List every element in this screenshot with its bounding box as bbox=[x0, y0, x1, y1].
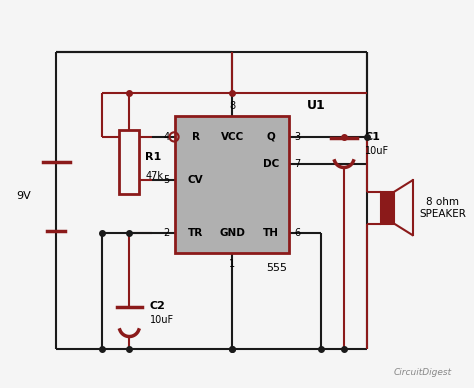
Text: Q: Q bbox=[266, 132, 275, 142]
Text: GND: GND bbox=[219, 228, 245, 238]
Text: C2: C2 bbox=[150, 301, 166, 311]
Text: 1: 1 bbox=[229, 259, 235, 269]
Text: 10uF: 10uF bbox=[150, 315, 174, 325]
Text: 4: 4 bbox=[164, 132, 170, 142]
Text: R: R bbox=[191, 132, 200, 142]
Text: 2: 2 bbox=[163, 228, 170, 238]
Text: 7: 7 bbox=[295, 159, 301, 169]
FancyBboxPatch shape bbox=[119, 130, 139, 194]
Text: 47k: 47k bbox=[146, 171, 163, 181]
Text: C1: C1 bbox=[365, 132, 381, 142]
FancyBboxPatch shape bbox=[381, 192, 394, 224]
Text: 5: 5 bbox=[163, 175, 170, 185]
Text: R1: R1 bbox=[146, 152, 162, 163]
FancyBboxPatch shape bbox=[175, 116, 289, 253]
Text: TH: TH bbox=[263, 228, 279, 238]
Text: 10uF: 10uF bbox=[365, 146, 389, 156]
Text: 8 ohm
SPEAKER: 8 ohm SPEAKER bbox=[419, 197, 466, 218]
Text: 555: 555 bbox=[266, 263, 287, 272]
Text: U1: U1 bbox=[307, 99, 326, 112]
Text: CircuitDigest: CircuitDigest bbox=[393, 368, 451, 377]
Text: 3: 3 bbox=[295, 132, 301, 142]
Text: 8: 8 bbox=[229, 101, 235, 111]
Text: 6: 6 bbox=[295, 228, 301, 238]
Text: CV: CV bbox=[188, 175, 203, 185]
Text: DC: DC bbox=[263, 159, 279, 169]
Text: 9V: 9V bbox=[16, 191, 31, 201]
Text: TR: TR bbox=[188, 228, 203, 238]
Text: VCC: VCC bbox=[220, 132, 244, 142]
